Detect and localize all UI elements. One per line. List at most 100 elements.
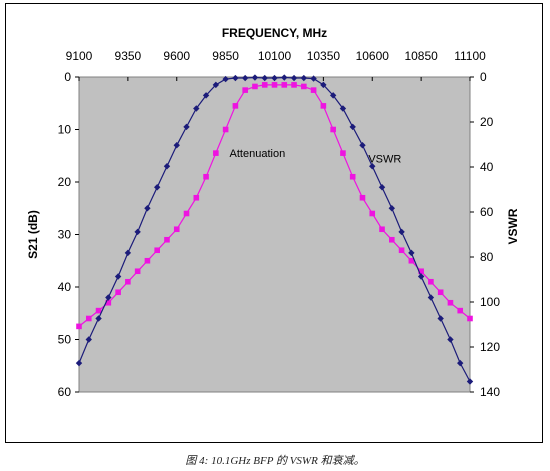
y-right-axis-title: VSWR	[506, 208, 520, 244]
x-tick-label: 10850	[404, 49, 438, 63]
point-attenuation	[213, 150, 219, 156]
point-attenuation	[437, 289, 444, 296]
point-attenuation	[310, 87, 317, 93]
point-attenuation	[125, 278, 131, 285]
y-right-tick-label: 60	[480, 205, 494, 219]
x-tick-label: 10350	[307, 49, 341, 63]
point-vswr	[457, 359, 464, 367]
y-right-tick-label: 40	[480, 160, 494, 174]
y-left-tick-label: 20	[58, 175, 72, 189]
point-attenuation	[271, 82, 278, 88]
point-attenuation	[232, 103, 239, 109]
point-attenuation	[418, 268, 424, 275]
point-vswr	[114, 273, 122, 280]
x-tick-label: 11100	[454, 49, 486, 63]
point-attenuation	[193, 194, 200, 201]
point-vswr	[163, 163, 171, 170]
plot-area	[78, 76, 471, 393]
point-vswr	[408, 249, 415, 257]
point-attenuation	[447, 299, 454, 306]
point-vswr	[378, 184, 386, 191]
x-tick-label: 10100	[258, 49, 292, 63]
point-vswr	[261, 74, 268, 82]
point-vswr	[134, 228, 141, 236]
point-vswr	[359, 142, 366, 149]
point-attenuation	[389, 236, 395, 243]
y-right-tick-label: 100	[480, 295, 500, 309]
annotation-vswr: VSWR	[368, 153, 401, 165]
point-attenuation	[281, 82, 288, 88]
point-attenuation	[369, 210, 376, 217]
point-vswr	[75, 359, 83, 367]
point-attenuation	[252, 83, 258, 90]
point-attenuation	[115, 289, 121, 296]
point-vswr	[310, 75, 317, 82]
point-attenuation	[183, 210, 190, 217]
point-vswr	[398, 228, 405, 236]
point-vswr	[417, 273, 425, 280]
point-attenuation	[222, 126, 229, 133]
point-attenuation	[95, 307, 102, 314]
y-left-tick-label: 50	[58, 333, 72, 347]
point-attenuation	[340, 150, 346, 156]
point-attenuation	[134, 268, 141, 275]
y-left-tick-label: 60	[58, 385, 72, 399]
point-vswr	[212, 81, 220, 89]
point-attenuation	[173, 226, 180, 233]
point-attenuation	[105, 299, 112, 306]
y-right-tick-label: 80	[480, 250, 494, 264]
point-vswr	[447, 336, 454, 343]
point-vswr	[241, 74, 249, 82]
x-tick-label: 9600	[163, 49, 190, 63]
y-right-tick-label: 0	[480, 70, 487, 84]
point-attenuation	[320, 103, 327, 109]
point-attenuation	[203, 173, 209, 180]
point-vswr	[300, 74, 308, 82]
point-attenuation	[154, 247, 160, 254]
y-left-tick-label: 30	[58, 228, 72, 242]
point-vswr	[369, 163, 376, 170]
point-vswr	[95, 315, 102, 322]
point-vswr	[222, 75, 229, 83]
x-tick-label: 9100	[66, 49, 93, 63]
point-vswr	[105, 294, 112, 301]
point-attenuation	[301, 83, 307, 90]
point-attenuation	[457, 307, 464, 314]
x-tick-label: 10600	[356, 49, 390, 63]
point-vswr	[271, 74, 278, 82]
figure-caption: 图 4: 10.1GHz BFP 的 VSWR 和衰减。	[185, 455, 365, 467]
point-attenuation	[467, 315, 473, 322]
point-vswr	[85, 336, 92, 343]
point-attenuation	[330, 126, 336, 133]
point-attenuation	[291, 82, 297, 88]
point-vswr	[320, 81, 327, 89]
y-left-tick-label: 10	[58, 123, 72, 137]
point-vswr	[290, 74, 298, 82]
annotation-attenuation: Attenuation	[230, 148, 286, 160]
point-vswr	[173, 142, 180, 149]
y-right-tick-label: 120	[480, 340, 500, 354]
point-attenuation	[379, 226, 385, 233]
point-attenuation	[428, 278, 434, 285]
point-attenuation	[242, 87, 248, 93]
point-vswr	[437, 315, 444, 322]
point-attenuation	[261, 82, 268, 88]
point-attenuation	[144, 257, 151, 264]
point-attenuation	[76, 323, 82, 330]
point-vswr	[466, 378, 474, 385]
point-vswr	[388, 205, 395, 212]
y-left-tick-label: 0	[64, 70, 71, 84]
point-attenuation	[164, 236, 170, 243]
point-vswr	[232, 74, 239, 82]
point-vswr	[154, 184, 161, 191]
point-vswr	[329, 92, 337, 99]
point-attenuation	[359, 194, 366, 201]
point-vswr	[144, 205, 151, 212]
y-right-tick-label: 140	[480, 385, 500, 399]
x-tick-label: 9350	[115, 49, 142, 63]
point-attenuation	[398, 247, 405, 254]
point-vswr	[193, 105, 200, 112]
point-attenuation	[408, 257, 415, 264]
point-vswr	[427, 294, 435, 301]
